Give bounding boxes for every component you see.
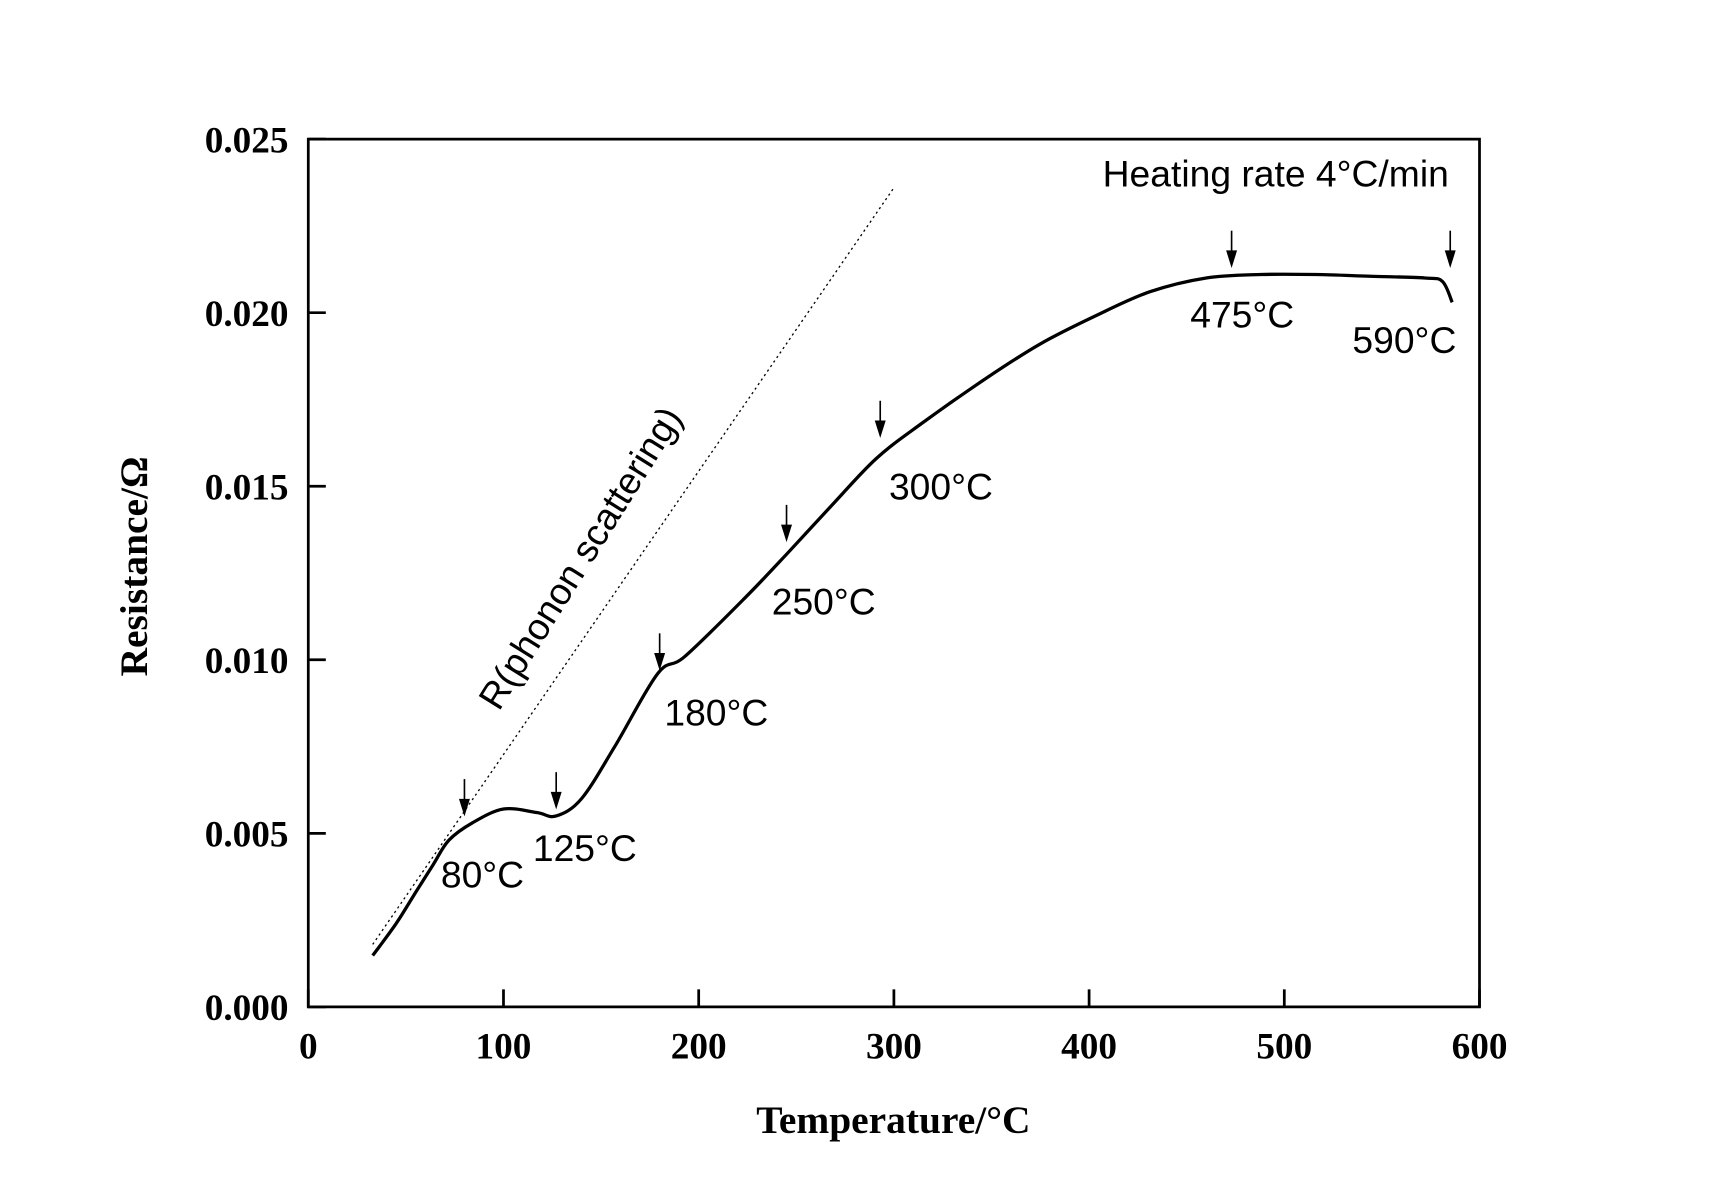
heating-rate-annotation: Heating rate 4°C/min (1103, 152, 1449, 194)
y-tick-label: 0.010 (205, 641, 289, 682)
x-tick-label: 300 (866, 1026, 922, 1067)
arrow-icon (458, 779, 470, 817)
y-tick-label: 0.000 (205, 988, 289, 1029)
arrow-icon (874, 400, 886, 439)
label-590: 590°C (1352, 319, 1456, 361)
resistance-curve (371, 272, 1454, 957)
x-tick-label: 0 (299, 1026, 318, 1067)
label-180: 180°C (664, 691, 768, 733)
x-tick-label: 400 (1061, 1026, 1117, 1067)
arrow-icon (781, 504, 793, 543)
label-300: 300°C (889, 466, 993, 508)
arrow-icon (654, 633, 666, 671)
y-tick-label: 0.025 (205, 120, 289, 161)
x-tick-label: 200 (671, 1026, 727, 1067)
x-tick-label: 600 (1452, 1026, 1508, 1067)
y-tick-label: 0.015 (205, 467, 289, 508)
y-tick-label: 0.020 (205, 294, 289, 335)
arrow-icon (1444, 230, 1456, 268)
arrow-icon (1226, 230, 1238, 268)
y-axis-title: Resistance/Ω (112, 456, 156, 676)
x-tick-label: 500 (1256, 1026, 1312, 1067)
phonon-line-label: R(phonon scattering) (470, 399, 690, 716)
label-250: 250°C (772, 581, 876, 623)
label-125: 125°C (533, 827, 637, 869)
arrow-icon (550, 772, 562, 810)
label-80: 80°C (441, 853, 524, 895)
x-tick-label: 100 (476, 1026, 532, 1067)
x-axis-title: Temperature/°C (756, 1098, 1030, 1142)
label-475: 475°C (1190, 294, 1294, 336)
y-tick-label: 0.005 (205, 814, 289, 855)
